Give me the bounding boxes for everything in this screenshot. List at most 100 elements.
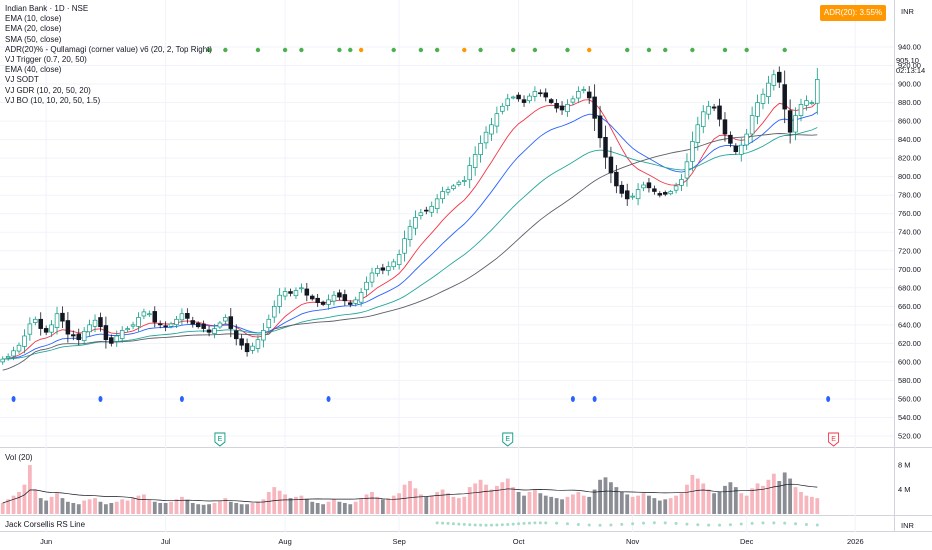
x-tick-label: 2026 [847, 537, 864, 546]
candle-body [755, 102, 760, 117]
candle-body [652, 188, 657, 192]
candle [451, 184, 456, 191]
candle [109, 334, 114, 347]
volume-bar [451, 496, 456, 514]
candle-body [152, 311, 158, 323]
y-tick-label: 760.00 [898, 209, 921, 218]
indicator-vj-bo[interactable]: VJ BO (10, 10, 20, 50, 1.5) [5, 95, 101, 105]
volume-bar [256, 501, 260, 514]
candle [510, 95, 516, 100]
rs-dot [750, 521, 754, 525]
candle-body [565, 104, 570, 113]
candle-body [43, 328, 49, 333]
candle [548, 98, 554, 105]
indicator-ema10[interactable]: EMA (10, close) [5, 14, 62, 24]
signal-dot [418, 47, 424, 53]
candle [163, 321, 168, 332]
signal-dot [337, 47, 342, 53]
candle-body [603, 136, 608, 158]
indicator-ema40[interactable]: EMA (40, close) [5, 65, 62, 75]
y-tick-label: 780.00 [898, 191, 921, 200]
volume-bar [663, 499, 668, 514]
volume-label[interactable]: Vol (20) [5, 453, 33, 462]
volume-bar [755, 483, 760, 514]
indicator-sma50[interactable]: SMA (50, close) [5, 34, 62, 44]
y-tick-label: 600.00 [898, 357, 921, 366]
candle [462, 176, 467, 186]
candle-body [614, 171, 619, 187]
volume-bar [413, 488, 418, 514]
rs-dot [685, 522, 689, 526]
candle [673, 182, 679, 194]
candle [445, 186, 451, 196]
candle [386, 261, 391, 276]
volume-bar [185, 500, 190, 514]
volume-bar [549, 496, 554, 514]
volume-tick-label: 4 M [898, 485, 911, 494]
candle-body [505, 98, 510, 106]
rs-dot [728, 523, 732, 527]
candle-body [777, 71, 782, 83]
candle-body [679, 179, 684, 186]
candle-body [103, 325, 109, 341]
candle [570, 95, 576, 106]
candle [771, 69, 777, 91]
candle [255, 335, 261, 353]
candle-body [586, 91, 592, 99]
candle-body [22, 335, 27, 347]
signal-dot [532, 47, 538, 53]
indicator-vj-gdr[interactable]: VJ GDR (10, 20, 50, 20) [5, 85, 91, 95]
symbol-title[interactable]: Indian Bank · 1D · NSE [5, 4, 89, 13]
candle-body [570, 98, 576, 103]
candle [766, 75, 771, 104]
candle-body [809, 102, 815, 104]
candle [472, 146, 478, 176]
candle [402, 230, 407, 262]
candle [695, 116, 701, 151]
candle [87, 319, 92, 337]
volume-bar [397, 493, 402, 514]
candle [652, 185, 657, 195]
volume-bar [27, 465, 32, 514]
indicator-vj-sodt[interactable]: VJ SODT [5, 75, 39, 85]
candle [434, 194, 440, 214]
chart-legend: Indian Bank · 1D · NSE EMA (10, close) E… [5, 4, 212, 106]
volume-ma-line [2, 483, 818, 504]
candle-body [288, 291, 293, 294]
candle-body [538, 92, 543, 95]
indicator-vj-trigger[interactable]: VJ Trigger (0.7, 20, 50) [5, 55, 87, 65]
candle [521, 95, 527, 107]
earnings-label: E [505, 436, 510, 443]
candle [657, 191, 663, 198]
candle [478, 135, 483, 163]
candle-body [33, 318, 38, 323]
volume-bar [250, 503, 255, 514]
currency-label[interactable]: INR [901, 7, 914, 16]
candle-body [391, 261, 396, 268]
rs-line-label[interactable]: Jack Corsellis RS Line [5, 520, 86, 529]
signal-dot [434, 47, 440, 53]
candle-body [548, 99, 554, 103]
rs-dot [761, 521, 765, 525]
candle [500, 103, 505, 115]
candle-body [0, 358, 5, 363]
indicator-adr[interactable]: ADR(20)% - Qullamagi (corner value) v6 (… [5, 44, 213, 54]
volume-bar [478, 479, 483, 514]
volume-bar [505, 478, 510, 514]
candle-body [445, 189, 451, 193]
y-tick-label: 940.00 [898, 43, 921, 52]
indicator-ema20[interactable]: EMA (20, close) [5, 24, 62, 34]
candle-body [92, 319, 98, 327]
volume-bar [234, 503, 239, 514]
candle-body [266, 318, 272, 329]
volume-bar [11, 495, 16, 514]
last-price: 905.10 [896, 56, 919, 65]
candle-body [722, 119, 728, 135]
candle [369, 267, 375, 288]
candle-body [434, 198, 440, 209]
rs-dot [527, 521, 531, 525]
candle [71, 330, 76, 341]
volume-bar [538, 493, 543, 514]
candle [597, 105, 603, 148]
